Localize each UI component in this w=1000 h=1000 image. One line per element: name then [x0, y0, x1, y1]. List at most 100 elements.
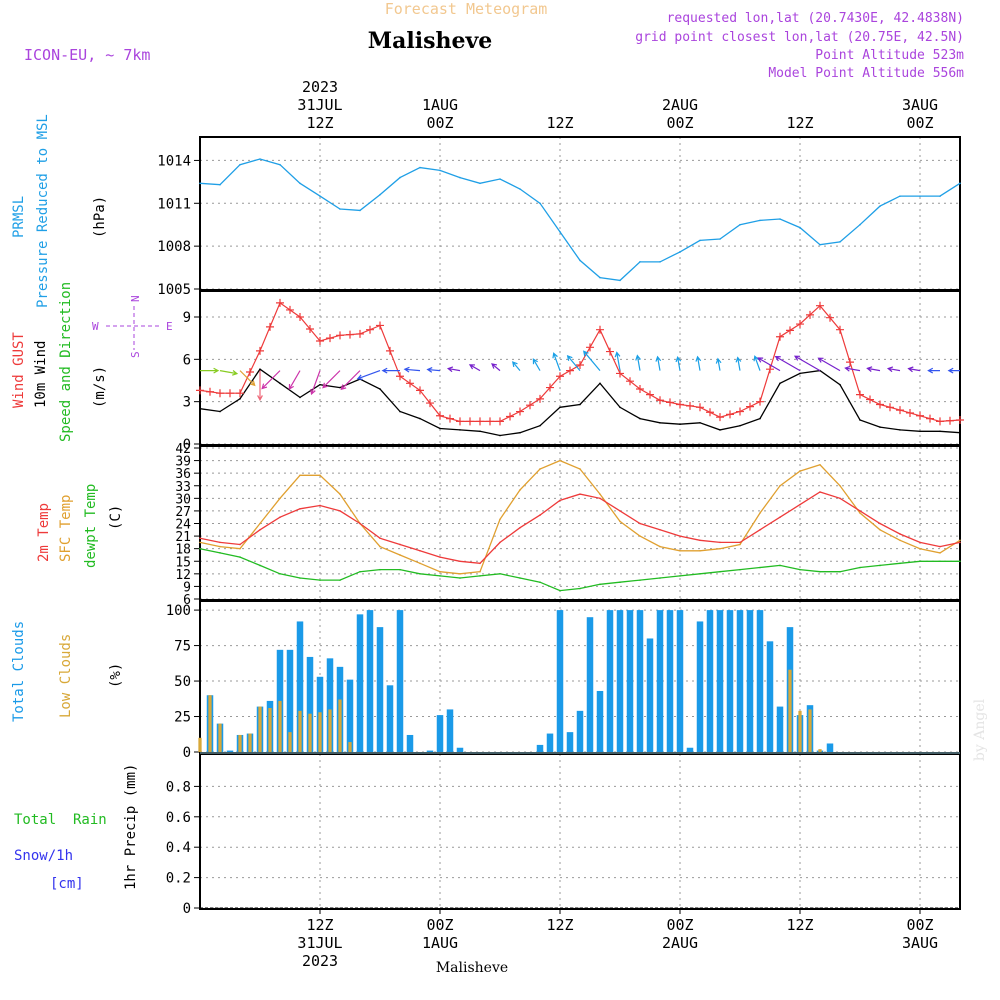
dewpt-line-point: [279, 573, 281, 575]
gust-marker: [926, 414, 934, 423]
dewpt-line-point: [819, 570, 821, 573]
total-cloud-bar: [396, 610, 404, 752]
wind-line-point: [379, 388, 381, 390]
total-cloud-bar: [766, 641, 774, 752]
top-time-label: 31JUL: [297, 96, 342, 114]
bottom-time-label: 31JUL: [297, 934, 342, 952]
tsfc-line-point: [659, 545, 661, 548]
dewpt-line-point: [479, 575, 481, 577]
tsfc-line-point: [519, 489, 521, 491]
pressure-line-point: [299, 182, 301, 185]
gust-marker: [336, 331, 344, 340]
cloud-labels: Total Clouds Low Clouds (%): [11, 621, 124, 722]
gust-marker: [906, 408, 914, 417]
gust-marker: [776, 332, 784, 341]
gust-marker: [226, 389, 234, 398]
t2m-line-point: [339, 510, 341, 512]
wind-arrow: [356, 370, 381, 381]
low-clouds-label: Low Clouds: [58, 634, 74, 718]
ytick-label: 12: [175, 568, 191, 583]
gust-marker: [586, 343, 594, 352]
low-cloud-bar: [788, 669, 792, 752]
total-cloud-bar: [716, 610, 724, 752]
t2m-line-point: [379, 537, 381, 539]
pressure-line-point: [359, 209, 361, 212]
gust-marker: [806, 310, 814, 319]
tsfc-line-point: [319, 474, 321, 477]
gust-marker: [866, 395, 874, 404]
tsfc-line-point: [499, 518, 501, 521]
gust-marker: [386, 346, 394, 355]
wind-arrow: [866, 366, 881, 372]
pressure-line-point: [259, 158, 261, 160]
gust-marker: [446, 414, 454, 423]
gust-marker: [566, 366, 574, 375]
tsfc-line-point: [559, 459, 561, 462]
point-altitude: Point Altitude 523m: [815, 48, 964, 63]
pressure-line-point: [899, 195, 901, 197]
total-cloud-bar: [286, 649, 294, 752]
wind-arrow: [675, 355, 682, 371]
t2m-line-point: [619, 510, 621, 512]
wind-line-point: [539, 424, 541, 427]
dewpt-line-point: [799, 568, 801, 571]
snow-label: Snow/1h: [14, 848, 73, 864]
ytick-label: 100: [166, 603, 191, 619]
total-cloud-bar: [686, 747, 694, 752]
wind-unit: (m/s): [92, 366, 108, 408]
low-cloud-bar: [798, 710, 802, 752]
pressure-labels: PRMSL Pressure Reduced to MSL (hPa): [11, 114, 108, 308]
gust-marker: [956, 416, 964, 425]
wind-line-point: [699, 422, 701, 424]
plot-layer: 1005100810111014036969121518212427303336…: [157, 78, 964, 970]
gust-marker: [786, 326, 794, 335]
dewpt-line-point: [359, 570, 361, 573]
t2m-line-point: [959, 541, 961, 544]
tsfc-line-point: [459, 573, 461, 575]
pressure-line-point: [439, 169, 441, 172]
total-cloud-bar: [726, 610, 734, 752]
tsfc-line-point: [259, 522, 261, 525]
top-time-label: 12Z: [546, 114, 573, 132]
gust-marker: [846, 358, 854, 367]
wind-line-point: [879, 426, 881, 428]
total-cloud-bar: [746, 610, 754, 752]
total-cloud-bar: [646, 638, 654, 752]
ytick-label: 1011: [157, 196, 191, 212]
total-cloud-bar: [366, 610, 374, 752]
dewpt-line-point: [239, 556, 241, 558]
gust-marker: [296, 312, 304, 321]
total-cloud-bar: [356, 614, 364, 752]
gust-marker: [756, 397, 764, 406]
t2m-line-point: [299, 508, 301, 510]
total-cloud-bar: [406, 734, 414, 752]
tsfc-line-point: [579, 468, 581, 470]
t2m-line-point: [779, 516, 781, 519]
pressure-line-point: [659, 261, 661, 263]
gust-marker: [896, 406, 904, 415]
app-title: Forecast Meteogram: [385, 0, 548, 18]
wind-arrow: [261, 370, 281, 390]
gust-marker: [876, 400, 884, 409]
ytick-label: 15: [175, 555, 191, 570]
dewpt-line-point: [959, 560, 961, 563]
pressure-line-point: [619, 279, 621, 282]
total-cloud-bar: [426, 750, 434, 752]
ytick-label: 0.6: [166, 810, 191, 826]
ytick-label: 21: [175, 530, 191, 545]
gust-marker: [936, 417, 944, 426]
ytick-label: 0.2: [166, 871, 191, 887]
gust-marker: [836, 325, 844, 334]
pressure-line-point: [859, 223, 861, 226]
dewpt-line-point: [719, 570, 721, 573]
wind-arrow: [468, 364, 481, 372]
wind-arrow: [614, 351, 621, 371]
wind-arrow: [886, 366, 901, 373]
low-cloud-bar: [348, 742, 352, 752]
wind-arrow: [532, 358, 541, 371]
total-cloud-bar: [596, 690, 604, 752]
tsfc-line-point: [639, 535, 641, 537]
t2m-line-point: [919, 541, 921, 544]
bottom-time-label: 00Z: [906, 916, 933, 934]
